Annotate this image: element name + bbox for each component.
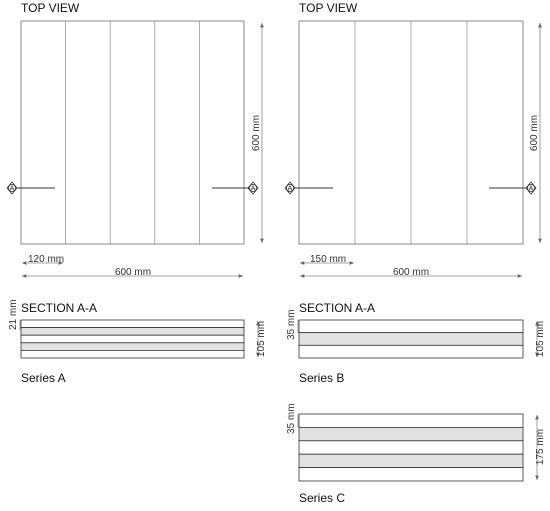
strip-divisions — [354, 21, 468, 244]
longitudinal-layer — [20, 319, 245, 328]
width-dimension-label: 600 mm — [393, 267, 429, 278]
strip-divisions — [65, 21, 200, 244]
longitudinal-layer — [298, 413, 524, 428]
longitudinal-layer — [298, 319, 524, 334]
section-marker-left: A — [6, 181, 18, 195]
section-marker-right: A — [247, 181, 259, 195]
longitudinal-layer — [298, 440, 524, 455]
section-marker-right: A — [525, 181, 537, 195]
thickness-dimension-label: 105 mm — [256, 321, 267, 357]
longitudinal-layer — [20, 349, 245, 359]
top-view-title: TOP VIEW — [299, 1, 358, 15]
layer-thickness-label: 35 mm — [286, 309, 297, 340]
strip-width-label: 150 mm — [310, 254, 346, 265]
top-view-panel-a: TOP VIEW A A 600 mm 120 mm 600 mm — [6, 1, 264, 278]
longitudinal-layer — [298, 344, 524, 359]
section-marker-label: A — [288, 186, 293, 193]
section-marker-label: A — [529, 186, 534, 193]
series-caption: Series C — [299, 491, 345, 505]
longitudinal-layer — [20, 334, 245, 344]
section-title: SECTION A-A — [299, 301, 375, 315]
section-layers — [298, 413, 524, 482]
series-caption: Series A — [21, 371, 66, 385]
length-dimension-label: 600 mm — [529, 115, 540, 151]
section-marker-label: A — [251, 186, 256, 193]
cross-layer — [298, 332, 524, 346]
plate-outline — [20, 20, 245, 245]
cross-layer — [20, 327, 245, 336]
section-marker-label: A — [10, 186, 15, 193]
layer-thickness-label: 21 mm — [8, 299, 19, 330]
section-series-a: SECTION A-A 21 mm 105 mm Series A — [8, 299, 267, 385]
layer-thickness-label: 35 mm — [286, 403, 297, 434]
section-layers — [298, 319, 524, 359]
longitudinal-layer — [298, 467, 524, 482]
top-view-title: TOP VIEW — [21, 1, 80, 15]
section-marker-left: A — [284, 181, 296, 195]
section-title: SECTION A-A — [21, 301, 97, 315]
strip-width-label: 120 mm — [28, 254, 64, 265]
section-series-c: 35 mm 175 mm Series C — [286, 403, 546, 505]
top-view-panel-b: TOP VIEW A A 600 mm 150 mm 600 mm — [284, 1, 542, 278]
section-series-b: SECTION A-A 35 mm 105 mm Series B — [286, 301, 546, 385]
cross-layer — [298, 453, 524, 469]
series-caption: Series B — [299, 371, 344, 385]
cross-layer — [20, 342, 245, 351]
thickness-dimension-label: 175 mm — [535, 429, 546, 465]
section-layers — [20, 319, 245, 359]
width-dimension-label: 600 mm — [115, 267, 151, 278]
thickness-dimension-label: 105 mm — [535, 321, 546, 357]
cross-layer — [298, 426, 524, 442]
length-dimension-label: 600 mm — [251, 115, 262, 151]
